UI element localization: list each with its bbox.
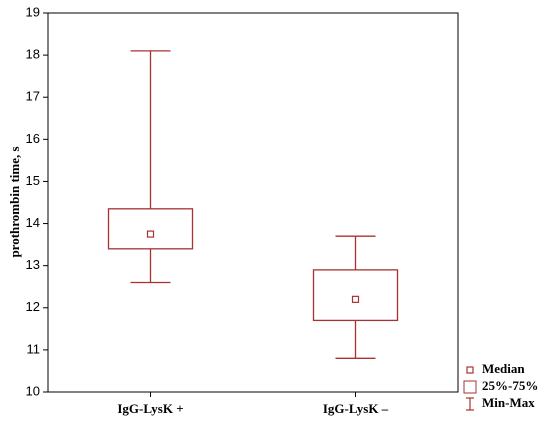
y-tick-label: 19: [26, 4, 40, 19]
y-tick-label: 18: [26, 47, 40, 62]
y-tick-label: 15: [26, 173, 40, 188]
y-tick-label: 11: [27, 341, 41, 356]
legend-label: Median: [482, 361, 525, 376]
y-tick-label: 13: [26, 257, 40, 272]
legend-label: 25%-75%: [482, 378, 538, 393]
legend-box-icon: [463, 380, 477, 394]
y-tick-label: 10: [26, 383, 40, 398]
median-marker: [146, 230, 155, 238]
y-axis-label: prothrombin time, s: [7, 146, 22, 257]
median-marker: [351, 295, 360, 303]
y-tick-label: 17: [26, 89, 40, 104]
box: [312, 269, 399, 322]
y-tick-label: 14: [26, 215, 40, 230]
box: [107, 208, 194, 250]
plot-frame: [47, 12, 459, 393]
y-tick-label: 16: [26, 131, 40, 146]
legend-median-icon: [466, 366, 474, 374]
x-tick-label: IgG-LysK –: [323, 401, 389, 416]
x-tick-label: IgG-LysK +: [117, 401, 183, 416]
y-tick-label: 12: [26, 299, 40, 314]
legend-label: Min-Max: [482, 395, 535, 410]
